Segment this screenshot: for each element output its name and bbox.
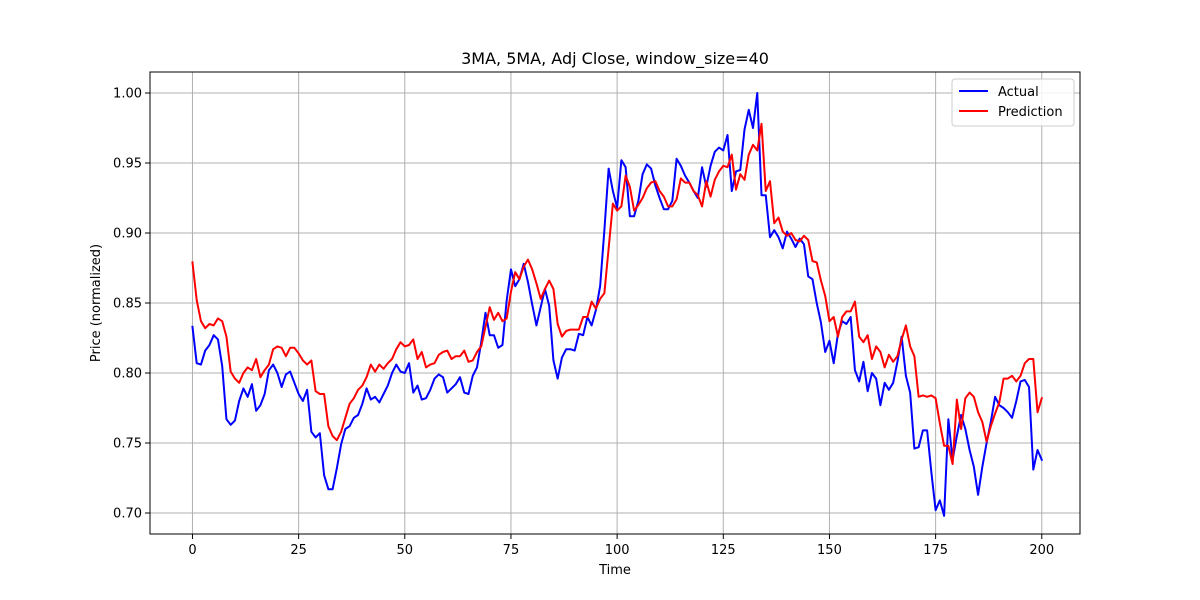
legend: Actual Prediction <box>951 78 1075 127</box>
chart-title: 3MA, 5MA, Adj Close, window_size=40 <box>461 49 769 69</box>
x-tick-label: 25 <box>290 543 307 558</box>
grid-layer <box>150 72 1080 534</box>
legend-label-prediction: Prediction <box>998 105 1063 120</box>
series-layer <box>191 92 1044 517</box>
x-tick-label: 200 <box>1029 543 1054 558</box>
ticks-layer: 0 25 50 75 100 125 150 175 200 0.70 0.75 0.80 0.85 0.… <box>113 87 1054 559</box>
y-tick-label: 0.80 <box>113 367 142 382</box>
x-tick-label: 125 <box>711 543 736 558</box>
y-axis-label: Price (normalized) <box>89 244 104 362</box>
legend-label-actual: Actual <box>998 85 1039 100</box>
x-tick-label: 175 <box>923 543 948 558</box>
x-tick-label: 75 <box>503 543 520 558</box>
y-tick-label: 0.95 <box>113 157 142 172</box>
y-tick-label: 1.00 <box>113 87 142 102</box>
y-tick-label: 0.70 <box>113 507 142 522</box>
y-tick-label: 0.75 <box>113 437 142 452</box>
y-tick-label: 0.90 <box>113 227 142 242</box>
x-tick-label: 50 <box>397 543 414 558</box>
x-axis-label: Time <box>598 563 631 578</box>
series-line-prediction <box>191 122 1044 465</box>
x-tick-label: 100 <box>605 543 630 558</box>
y-tick-label: 0.85 <box>113 297 142 312</box>
x-tick-label: 150 <box>817 543 842 558</box>
x-tick-label: 0 <box>188 543 196 558</box>
